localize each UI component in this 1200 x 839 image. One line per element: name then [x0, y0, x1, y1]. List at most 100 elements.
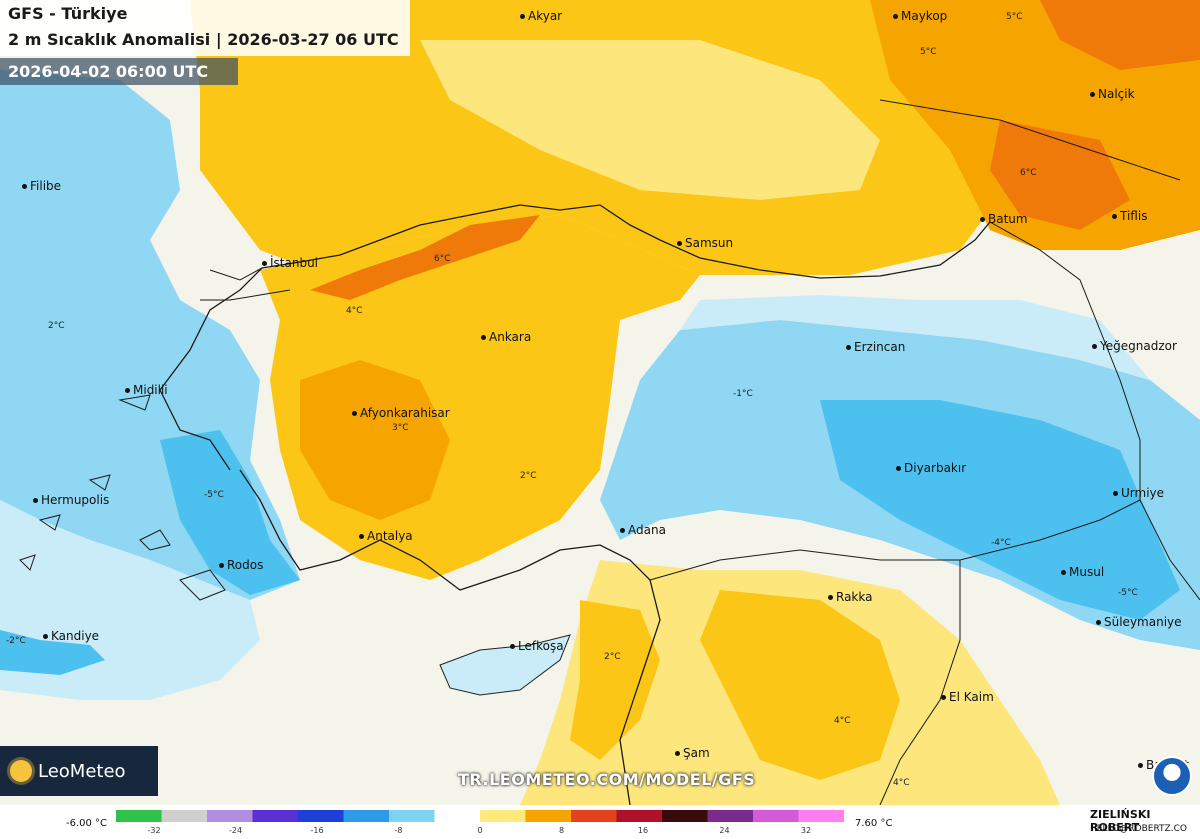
legend-tick-label: 24: [719, 826, 730, 835]
color-scale-segment: [298, 810, 344, 822]
crete-cold-area: [0, 630, 105, 675]
legend-tick-label: -16: [310, 826, 324, 835]
color-scale-segment: [389, 810, 435, 822]
temperature-label: 2°C: [520, 471, 537, 481]
city-label: Ankara: [481, 330, 531, 344]
city-name: Şam: [683, 746, 710, 760]
color-scale-segment: [753, 810, 799, 822]
color-scale-segment: [525, 810, 572, 822]
city-dot-icon: [893, 14, 898, 19]
city-dot-icon: [219, 563, 224, 568]
city-name: Lefkoşa: [518, 639, 564, 653]
temperature-label: 4°C: [346, 306, 363, 316]
city-dot-icon: [846, 345, 851, 350]
city-dot-icon: [1113, 491, 1118, 496]
city-label: Kandiye: [43, 629, 99, 643]
temperature-anomaly-map: [0, 0, 1200, 805]
black-sea-coastline: [261, 204, 991, 279]
city-dot-icon: [1138, 763, 1143, 768]
temperature-label: 4°C: [893, 778, 910, 788]
city-dot-icon: [481, 335, 486, 340]
color-scale-segment: [480, 810, 526, 822]
city-name: Ankara: [489, 330, 532, 344]
levant-coast-warm-area: [570, 600, 660, 760]
city-name: Diyarbakır: [904, 461, 967, 475]
city-name: El Kaim: [949, 690, 994, 704]
levant-strong-warm-area: [700, 590, 900, 780]
city-name: İstanbul: [270, 256, 319, 270]
black-sea-light-area: [420, 40, 880, 200]
city-name: Erzincan: [854, 340, 906, 354]
color-scale-segment: [707, 810, 754, 822]
city-name: Maykop: [901, 9, 948, 23]
city-dot-icon: [828, 595, 833, 600]
sun-icon: [10, 760, 32, 782]
city-label: Maykop: [893, 9, 947, 23]
city-dot-icon: [1092, 344, 1097, 349]
city-name: Adana: [628, 523, 666, 537]
caucasus-border: [879, 99, 1181, 181]
legend-tick-label: 8: [558, 826, 565, 835]
city-label: Samsun: [677, 236, 733, 250]
map-subtitle: 2 m Sıcaklık Anomalisi | 2026-03-27 06 U…: [8, 30, 399, 49]
city-label: Antalya: [359, 529, 413, 543]
legend-max-value: 7.60 °C: [855, 818, 893, 829]
city-dot-icon: [620, 528, 625, 533]
cyprus-island: [439, 634, 571, 696]
temperature-label: 2°C: [604, 652, 621, 662]
color-scale-segment: [116, 810, 162, 822]
city-name: Antalya: [367, 529, 413, 543]
city-label: Yeğegnadzor: [1092, 339, 1177, 353]
city-dot-icon: [677, 241, 682, 246]
city-name: Midilli: [133, 383, 168, 397]
temperature-label: -1°C: [733, 389, 753, 399]
temperature-label: 2°C: [48, 321, 65, 331]
iraq-border: [879, 560, 961, 805]
city-name: Batum: [988, 212, 1028, 226]
temperature-label: -5°C: [1118, 588, 1138, 598]
city-name: Samsun: [685, 236, 734, 250]
color-scale: [116, 810, 844, 822]
east-anatolia-strong-cold-area: [820, 400, 1180, 620]
source-url: TR.LEOMETEO.COM/MODEL/GFS: [458, 770, 756, 789]
city-label: Tiflis: [1112, 209, 1147, 223]
city-dot-icon: [941, 695, 946, 700]
city-name: Tiflis: [1120, 209, 1148, 223]
city-name: Urmiye: [1121, 486, 1165, 500]
mediterranean-coastline: [239, 469, 661, 805]
color-scale-segment: [434, 810, 481, 822]
author-email: HELLO@ROBERTZ.CO: [1090, 824, 1187, 834]
noaa-logo-icon: [1152, 756, 1192, 796]
city-label: Nalçik: [1090, 87, 1135, 101]
city-label: İstanbul: [262, 256, 318, 270]
temperature-label: 6°C: [1020, 168, 1037, 178]
city-name: Hermupolis: [41, 493, 110, 507]
city-label: Adana: [620, 523, 666, 537]
city-name: Musul: [1069, 565, 1105, 579]
city-dot-icon: [1112, 214, 1117, 219]
city-dot-icon: [22, 184, 27, 189]
city-label: El Kaim: [941, 690, 994, 704]
legend-tick-label: 32: [800, 826, 812, 835]
city-name: Yeğegnadzor: [1100, 339, 1177, 353]
legend-tick-label: -8: [394, 826, 403, 835]
legend-min-value: -6.00 °C: [66, 818, 108, 829]
city-dot-icon: [359, 534, 364, 539]
southern-border: [649, 499, 1141, 581]
temperature-label: -2°C: [6, 636, 26, 646]
temperature-label: 5°C: [1006, 12, 1023, 22]
color-scale-segment: [616, 810, 663, 822]
aegean-coastline: [159, 267, 263, 471]
city-dot-icon: [1096, 620, 1101, 625]
temperature-label: -5°C: [204, 490, 224, 500]
aegean-strong-cold-area: [160, 430, 300, 595]
temperature-label: 4°C: [834, 716, 851, 726]
city-name: Nalçik: [1098, 87, 1135, 101]
city-dot-icon: [675, 751, 680, 756]
temperature-label: 6°C: [434, 254, 451, 264]
city-dot-icon: [520, 14, 525, 19]
city-label: Lefkoşa: [510, 639, 564, 653]
north-coast-hot-area: [310, 215, 540, 300]
city-dot-icon: [125, 388, 130, 393]
city-name: Rodos: [227, 558, 264, 572]
